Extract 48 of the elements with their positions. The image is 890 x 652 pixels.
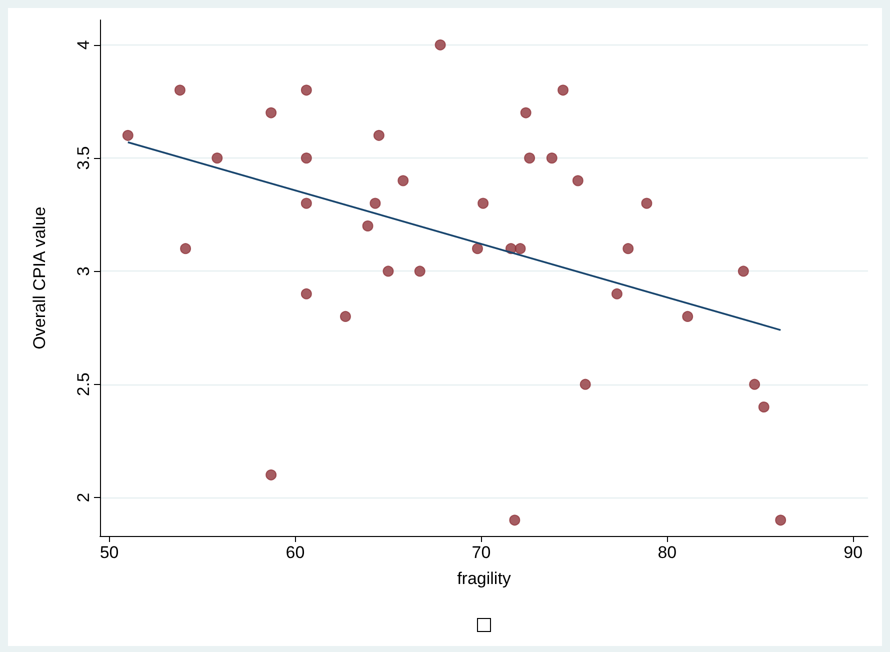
- point: [266, 107, 277, 118]
- point: [300, 198, 312, 209]
- point: [738, 266, 749, 277]
- point: [300, 288, 312, 300]
- point: [641, 198, 652, 209]
- point: [212, 152, 223, 164]
- point: [478, 198, 489, 209]
- point: [414, 266, 426, 277]
- point: [122, 130, 134, 141]
- point: [514, 243, 526, 254]
- point: [472, 243, 483, 254]
- point: [758, 402, 770, 412]
- point: [524, 152, 536, 164]
- y-tick-label: 2: [74, 492, 93, 502]
- point: [611, 288, 622, 300]
- point: [300, 84, 312, 96]
- point: [300, 152, 312, 164]
- point: [180, 243, 192, 254]
- point: [622, 243, 634, 254]
- y-tick-label: 4: [74, 40, 93, 50]
- point: [572, 175, 584, 186]
- x-tick-label: 80: [658, 543, 677, 562]
- x-tick-label: 70: [472, 543, 491, 562]
- point: [382, 266, 394, 277]
- point: [558, 84, 569, 96]
- point: [775, 514, 786, 526]
- point: [362, 220, 374, 232]
- x-tick-label: 50: [100, 543, 119, 562]
- point: [370, 198, 381, 209]
- point: [749, 378, 760, 390]
- x-axis-title: fragility: [457, 569, 512, 588]
- y-tick-label: 3.5: [74, 146, 93, 170]
- point: [682, 310, 694, 322]
- point: [520, 107, 532, 118]
- point: [546, 152, 558, 164]
- point: [340, 310, 351, 322]
- point: [509, 514, 520, 526]
- point: [434, 39, 446, 50]
- y-tick-label: 3: [74, 266, 93, 276]
- point: [373, 130, 384, 141]
- y-axis-title: Overall CPIA value: [30, 206, 49, 350]
- point: [174, 84, 186, 96]
- x-tick-label: 90: [844, 543, 863, 562]
- x-tick-label: 60: [286, 543, 305, 562]
- y-tick-label: 2.5: [74, 372, 93, 396]
- point: [266, 469, 277, 480]
- point: [398, 175, 409, 186]
- point: [580, 378, 591, 390]
